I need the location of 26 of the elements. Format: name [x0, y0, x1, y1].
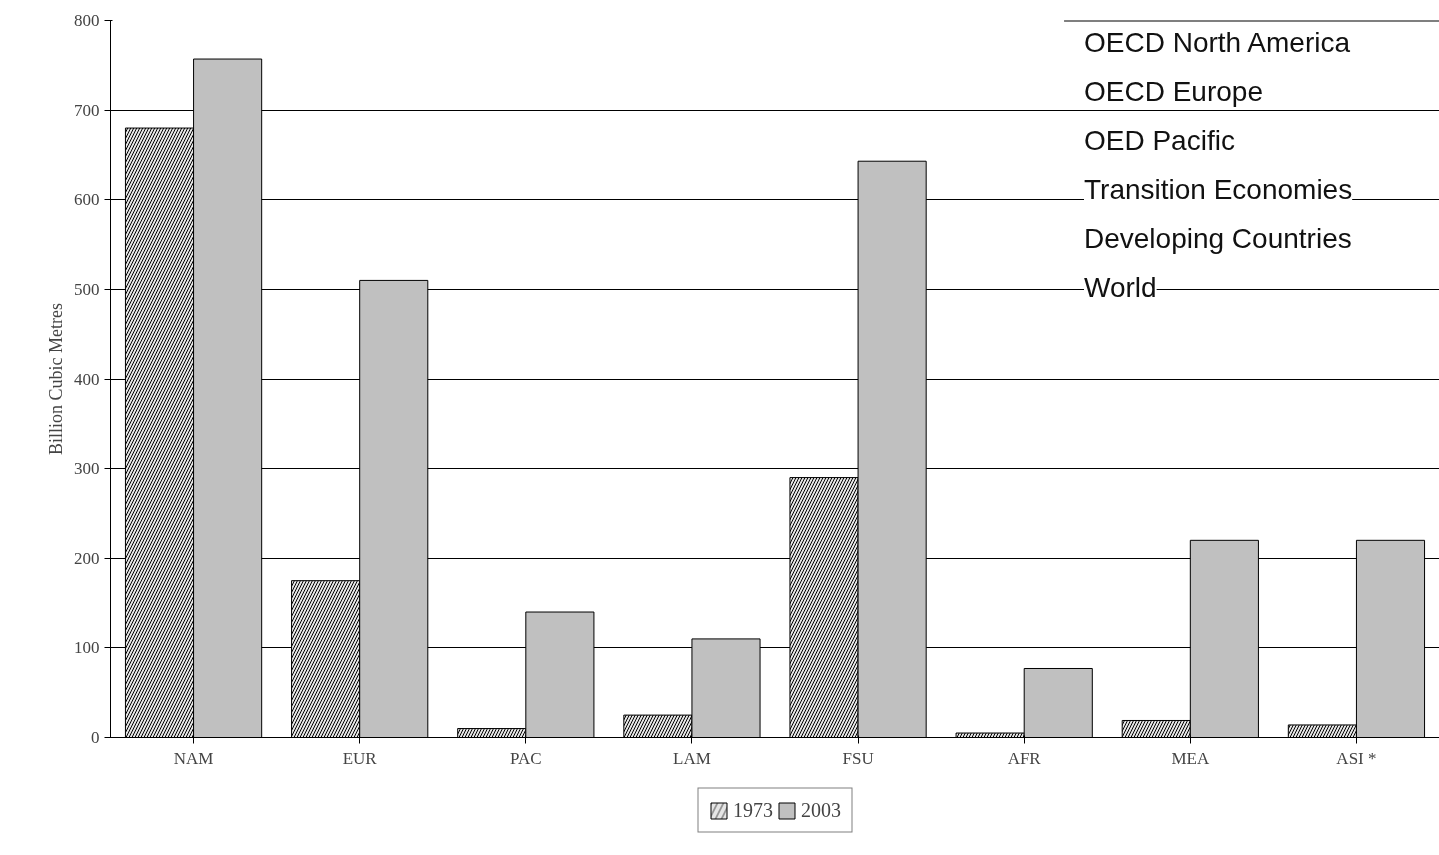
legend-label: 1973 [733, 798, 773, 822]
x-tick-label: MEA [1171, 748, 1210, 768]
y-tick-label: 0 [91, 728, 100, 747]
x-tick-label: ASI * [1336, 748, 1377, 768]
x-tick-label: PAC [510, 748, 542, 768]
x-tick-label: AFR [1007, 748, 1042, 768]
annotation: Developing Countries [1083, 222, 1352, 254]
y-tick-label: 400 [74, 369, 100, 389]
y-tick-label: 100 [74, 638, 100, 658]
x-tick-label: NAM [173, 748, 214, 768]
annotation: World [1083, 272, 1157, 304]
x-tick-label: FSU [842, 748, 874, 768]
y-tick-label: 600 [74, 190, 100, 210]
x-tick-label: EUR [342, 748, 378, 768]
legend-label: 2003 [801, 798, 841, 822]
y-axis-title: Billion Cubic Metres [46, 302, 66, 455]
y-tick-label: 800 [74, 11, 100, 30]
y-tick-label: 700 [74, 100, 100, 120]
x-tick-label: LAM [673, 748, 711, 768]
annotation: Transition Economies [1083, 173, 1353, 205]
y-tick-label: 300 [74, 459, 100, 479]
y-tick-label: 500 [74, 279, 100, 299]
annotation: OECD Europe [1083, 75, 1263, 107]
annotation: OED Pacific [1083, 124, 1235, 156]
y-tick-label: 200 [74, 548, 100, 568]
annotation: OECD North America [1083, 26, 1351, 58]
